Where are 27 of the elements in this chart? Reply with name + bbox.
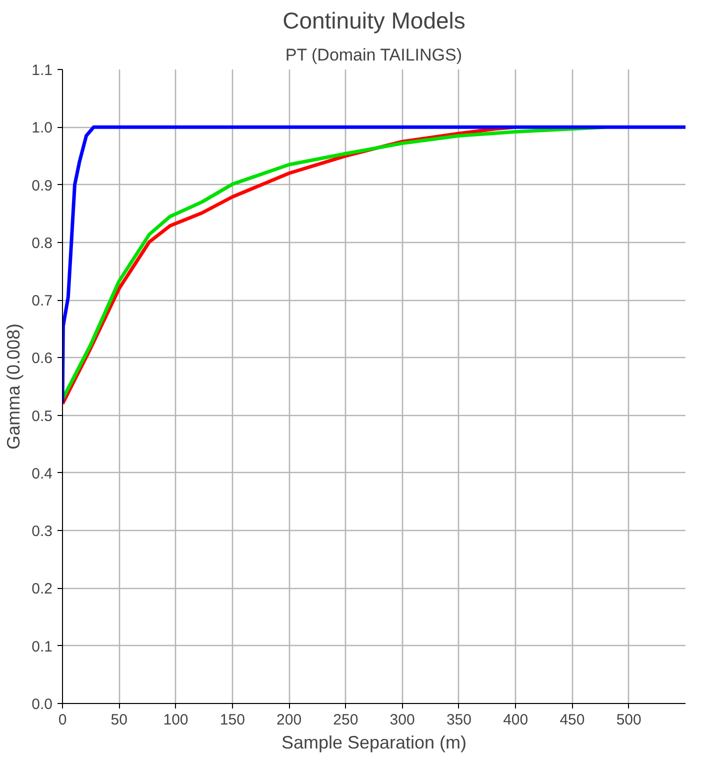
y-tick-label: 0.1 [32,638,53,656]
x-tick-label: 100 [163,712,188,728]
y-tick-label: 0.6 [32,350,53,368]
y-tick-label: 0.5 [32,408,53,425]
x-tick-label: 300 [390,712,415,728]
y-tick-label: 0.0 [32,696,53,713]
y-tick-label: 1.0 [32,120,53,137]
x-tick-label: 350 [446,712,472,728]
x-tick-label: 400 [503,712,528,728]
chart-title: Continuity Models [282,8,466,34]
y-tick-label: 0.9 [32,177,53,194]
y-tick-label: 0.7 [32,292,53,310]
x-tick-label: 200 [276,712,302,728]
x-tick-label: 150 [220,712,245,728]
x-axis-title: Sample Separation (m) [281,732,467,752]
y-tick-label: 0.4 [32,465,53,482]
x-tick-label: 50 [110,712,128,728]
y-tick-label: 0.3 [32,523,53,540]
y-tick-label: 0.2 [32,580,53,598]
y-tick-label: 1.1 [32,62,53,79]
y-axis-title: Gamma (0.008) [4,323,24,450]
x-tick-label: 250 [333,712,358,728]
x-tick-label: 0 [58,712,67,728]
y-tick-label: 0.8 [32,234,53,252]
chart-subtitle: PT (Domain TAILINGS) [285,46,462,64]
x-tick-label: 500 [616,712,642,728]
x-tick-label: 450 [560,712,585,728]
